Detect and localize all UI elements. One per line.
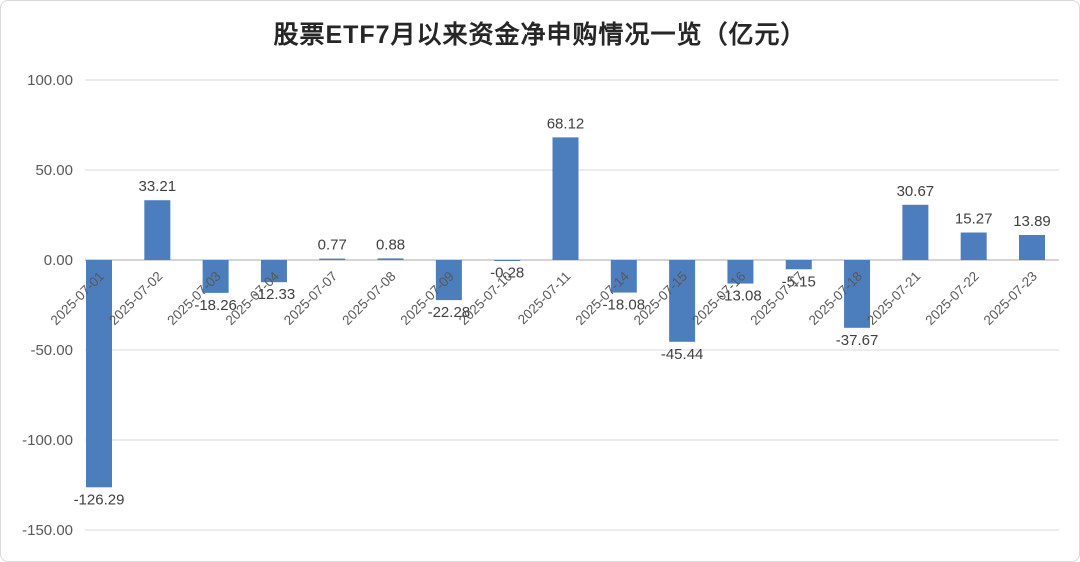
bar: [319, 258, 346, 260]
bar-value-label: 13.89: [1013, 213, 1051, 230]
x-axis-date-label: 2025-07-08: [339, 269, 398, 328]
bar: [435, 260, 462, 301]
bar: [727, 260, 754, 284]
bar: [785, 260, 812, 270]
bar: [377, 258, 404, 260]
bar-value-label: -12.33: [253, 286, 296, 303]
bar-value-label: -45.44: [661, 346, 704, 363]
bar-value-label: -18.26: [194, 297, 237, 314]
bar-value-label: 68.12: [547, 115, 585, 132]
bar: [144, 200, 171, 260]
bar: [902, 204, 929, 260]
bar: [1019, 234, 1045, 260]
bar: [494, 260, 521, 261]
y-axis-tick-label: 100.00: [27, 72, 73, 89]
bar-value-label: 0.77: [318, 237, 347, 254]
chart-title: 股票ETF7月以来资金净申购情况一览（亿元）: [273, 21, 807, 49]
bar: [86, 260, 112, 488]
y-axis-tick-label: 0.00: [44, 252, 73, 269]
bar-value-label: -126.29: [74, 491, 125, 508]
x-axis-date-label: 2025-07-22: [922, 269, 981, 328]
bar: [202, 260, 229, 293]
bar-value-label: -18.08: [603, 297, 646, 314]
y-axis-tick-label: -150.00: [22, 522, 73, 539]
y-axis-tick-label: 50.00: [35, 162, 73, 179]
bar: [552, 137, 579, 260]
bar-value-label: 33.21: [139, 178, 177, 195]
bar-value-label: -22.28: [428, 304, 471, 321]
bar: [844, 260, 871, 328]
y-axis-tick-label: -100.00: [22, 432, 73, 449]
bar-value-label: 15.27: [955, 211, 993, 228]
x-axis-date-label: 2025-07-21: [864, 269, 923, 328]
bar-value-label: -5.15: [782, 273, 816, 290]
bar-value-label: 30.67: [897, 183, 935, 200]
x-axis-date-label: 2025-07-23: [981, 269, 1040, 328]
bar-value-label: -37.67: [836, 332, 879, 349]
x-axis-date-label: 2025-07-02: [106, 269, 165, 328]
bar: [260, 260, 287, 283]
bar-value-label: -0.28: [490, 265, 524, 282]
bar: [960, 232, 987, 260]
y-axis-tick-label: -50.00: [30, 342, 73, 359]
bar: [610, 260, 637, 293]
bar-value-label: 0.88: [376, 236, 405, 253]
bar: [669, 260, 696, 342]
bar-value-label: -13.08: [719, 288, 762, 305]
x-axis-date-label: 2025-07-10: [456, 269, 515, 328]
